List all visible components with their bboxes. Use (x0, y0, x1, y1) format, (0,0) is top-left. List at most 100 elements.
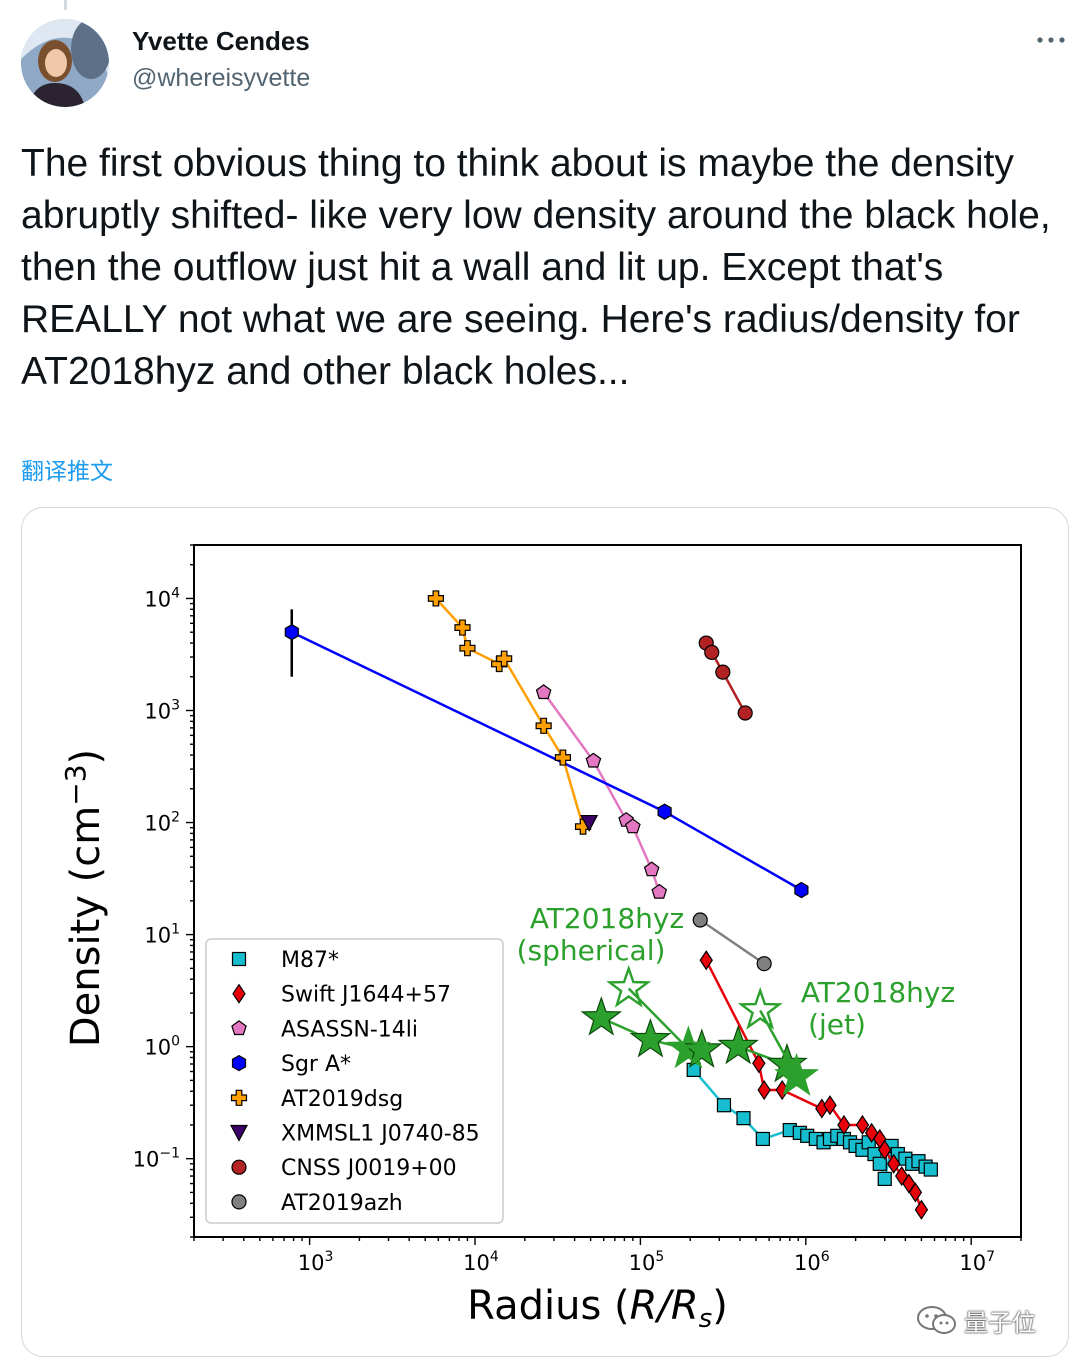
data-point (914, 1199, 929, 1220)
data-point (717, 1024, 759, 1065)
data-point (454, 619, 471, 636)
data-point (752, 1053, 766, 1074)
data-point (284, 624, 299, 641)
y-tick-label: 103 (144, 698, 180, 724)
tweet-text: The first obvious thing to think about i… (21, 142, 1051, 393)
data-point (427, 590, 444, 607)
legend-entry: Swift J1644+57 (281, 983, 451, 1008)
x-tick-label: 106 (794, 1249, 830, 1275)
data-point (651, 883, 668, 899)
series-9 (606, 964, 711, 1069)
series-2 (535, 684, 668, 899)
data-point (643, 861, 660, 877)
data-point (923, 1162, 938, 1177)
data-point (908, 1182, 923, 1203)
data-point (755, 1131, 770, 1147)
data-point (757, 1079, 771, 1101)
author-handle[interactable]: @whereisyvette (132, 64, 311, 92)
data-point (715, 664, 731, 680)
legend-marker (231, 951, 247, 967)
legend-marker (232, 983, 246, 1004)
data-point (886, 1153, 901, 1174)
legend-marker (231, 1159, 247, 1175)
legend-entry: AT2019azh (281, 1191, 403, 1216)
data-point (535, 684, 552, 700)
legend-entry: XMMSL1 J0740-85 (281, 1122, 480, 1147)
data-point (606, 964, 652, 1008)
y-tick-label: 10−1 (133, 1146, 180, 1172)
x-tick-label: 105 (629, 1249, 665, 1275)
chart-legend (205, 938, 504, 1224)
data-point (585, 752, 602, 768)
data-point (459, 640, 476, 657)
y-axis-label: Density (cm−3) (59, 749, 109, 1047)
data-point (580, 996, 623, 1036)
legend-marker (230, 1089, 248, 1106)
series-6 (698, 635, 753, 721)
watermark: 量子位 (916, 1301, 1036, 1339)
annotation-label: (jet) (808, 1008, 866, 1041)
data-point (855, 1114, 870, 1136)
data-point (665, 1025, 711, 1069)
data-point (736, 1111, 751, 1126)
legend-marker (231, 1194, 247, 1210)
watermark-text: 量子位 (964, 1308, 1036, 1337)
data-point (737, 705, 753, 721)
series-line (699, 918, 765, 965)
data-point (878, 1139, 892, 1160)
x-axis-label: Radius (R/Rs) (467, 1283, 728, 1334)
series-4 (427, 590, 592, 835)
legend-marker (231, 1054, 247, 1072)
data-point (823, 1095, 837, 1116)
series-1 (699, 950, 929, 1220)
series-3 (284, 609, 809, 899)
annotation-label: AT2018hyz (530, 902, 684, 935)
data-point (580, 814, 599, 832)
data-point (794, 881, 809, 899)
data-point (496, 650, 513, 667)
series-7 (692, 912, 772, 972)
data-point (837, 1114, 851, 1136)
data-point (629, 1017, 672, 1058)
annotation-label: AT2018hyz (801, 976, 955, 1009)
wechat-icon (917, 1306, 956, 1334)
y-tick-label: 100 (144, 1034, 180, 1060)
more-options-icon[interactable] (1036, 22, 1068, 56)
data-point (692, 912, 708, 928)
data-point (704, 644, 720, 661)
legend-entry: M87* (281, 948, 339, 973)
author-display-name[interactable]: Yvette Cendes (132, 26, 310, 56)
series-11 (737, 986, 820, 1096)
series-5 (580, 814, 599, 832)
x-tick-label: 103 (298, 1249, 334, 1275)
data-point (877, 1171, 892, 1187)
data-point (756, 956, 772, 972)
data-point (716, 1098, 732, 1113)
legend-entry: AT2019dsg (281, 1087, 403, 1112)
data-point (554, 749, 572, 766)
chart-image-card[interactable]: 103 104 105 106 107 10−1 100 101 102 103 104 Radius… (21, 507, 1069, 1357)
thread-connector-line (64, 0, 67, 10)
y-tick-label: 102 (144, 810, 180, 836)
y-tick-label: 101 (144, 922, 180, 948)
data-point (657, 803, 672, 820)
legend-marker (230, 1124, 248, 1142)
x-tick-label: 104 (463, 1249, 499, 1275)
legend-entry: CNSS J0019+00 (281, 1156, 457, 1181)
data-point (624, 818, 641, 834)
legend-marker (231, 1020, 247, 1036)
density-radius-chart: 103 104 105 106 107 10−1 100 101 102 103 104 Radius… (59, 544, 1022, 1334)
data-point (699, 950, 713, 971)
translate-tweet-link[interactable]: 翻译推文 (21, 459, 113, 485)
data-point (872, 1156, 887, 1171)
data-point (774, 1052, 820, 1096)
y-tick-label: 104 (144, 585, 180, 611)
legend-entry: ASASSN-14li (281, 1017, 418, 1042)
series-0 (686, 1062, 938, 1187)
data-point (535, 717, 552, 734)
legend-entry: Sgr A* (281, 1052, 351, 1077)
author-avatar[interactable] (21, 19, 109, 107)
data-point (737, 986, 783, 1030)
annotation-label: (spherical) (517, 934, 666, 967)
x-tick-label: 107 (959, 1249, 995, 1275)
